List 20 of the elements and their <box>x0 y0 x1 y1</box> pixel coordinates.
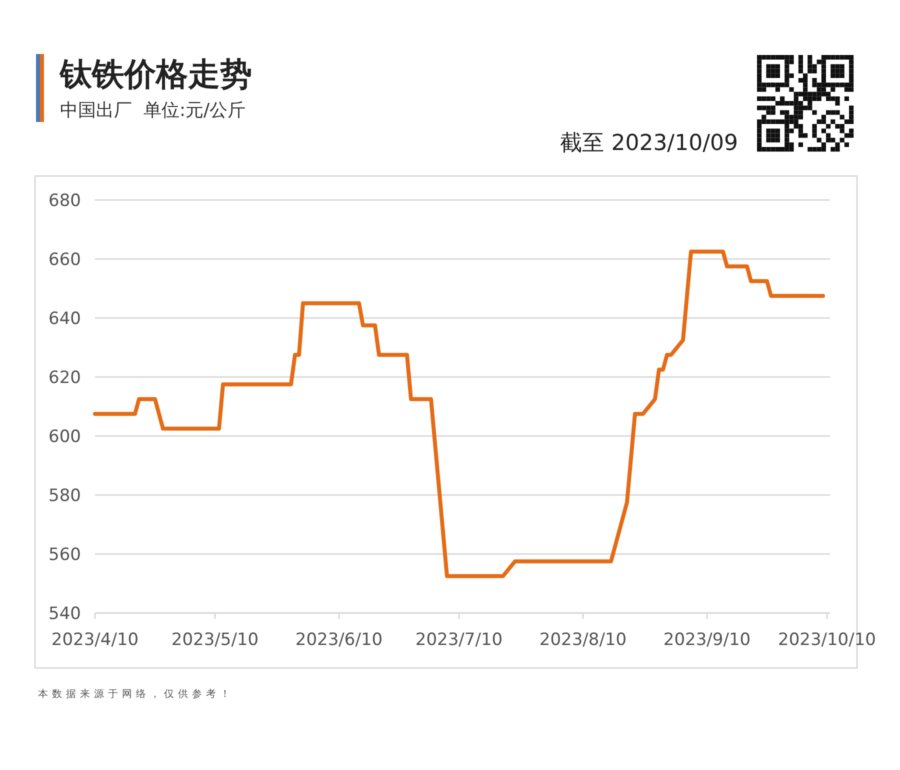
y-tick-label: 600 <box>48 427 81 447</box>
y-tick-label: 640 <box>48 309 81 329</box>
y-tick-label: 580 <box>48 486 81 506</box>
x-tick-label: 2023/10/10 <box>778 630 876 650</box>
x-tick-label: 2023/8/10 <box>539 630 627 650</box>
line-series <box>93 250 825 578</box>
x-tick-label: 2023/5/10 <box>171 630 259 650</box>
y-tick-label: 560 <box>48 545 81 565</box>
x-tick-label: 2023/4/10 <box>51 630 139 650</box>
chart-subtitle: 中国出厂 单位:元/公斤 <box>60 100 246 121</box>
y-tick-label: 660 <box>48 250 81 270</box>
x-tick-label: 2023/7/10 <box>415 630 503 650</box>
y-tick-label: 540 <box>48 604 81 624</box>
chart-title: 钛铁价格走势 <box>59 55 252 93</box>
y-tick-label: 680 <box>48 191 81 211</box>
y-tick-label: 620 <box>48 368 81 388</box>
x-tick-label: 2023/9/10 <box>663 630 751 650</box>
text: 本数据来源于网络，仅供参考！ <box>38 688 234 700</box>
x-tick-label: 2023/6/10 <box>295 630 383 650</box>
text: 截至 2023/10/09 <box>560 131 738 156</box>
